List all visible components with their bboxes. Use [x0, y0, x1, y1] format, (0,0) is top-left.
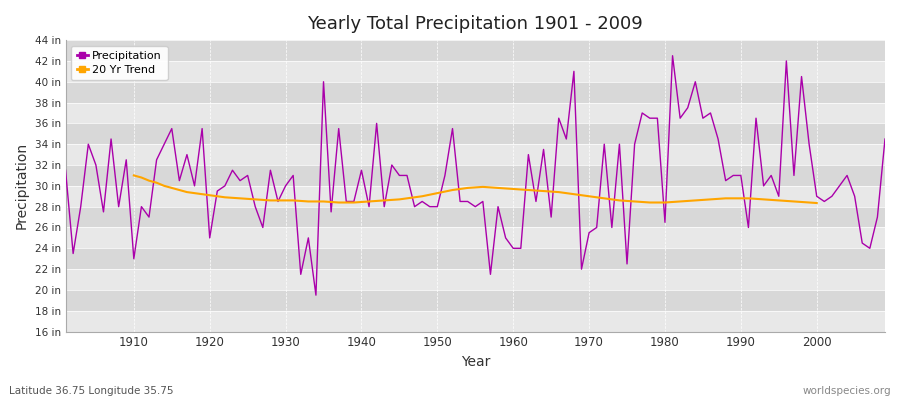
Bar — [66, 61, 885, 82]
Bar — [66, 207, 885, 228]
Bar — [66, 228, 885, 248]
Bar — [66, 144, 885, 165]
X-axis label: Year: Year — [461, 355, 490, 369]
Bar — [66, 82, 885, 102]
Bar — [66, 123, 885, 144]
Bar — [66, 311, 885, 332]
Bar — [66, 248, 885, 269]
Bar — [66, 290, 885, 311]
Bar — [66, 186, 885, 207]
Bar — [66, 165, 885, 186]
Title: Yearly Total Precipitation 1901 - 2009: Yearly Total Precipitation 1901 - 2009 — [308, 15, 644, 33]
Legend: Precipitation, 20 Yr Trend: Precipitation, 20 Yr Trend — [71, 46, 167, 80]
Bar — [66, 269, 885, 290]
Bar — [66, 40, 885, 61]
Y-axis label: Precipitation: Precipitation — [15, 142, 29, 230]
Bar — [66, 102, 885, 123]
Text: Latitude 36.75 Longitude 35.75: Latitude 36.75 Longitude 35.75 — [9, 386, 174, 396]
Text: worldspecies.org: worldspecies.org — [803, 386, 891, 396]
